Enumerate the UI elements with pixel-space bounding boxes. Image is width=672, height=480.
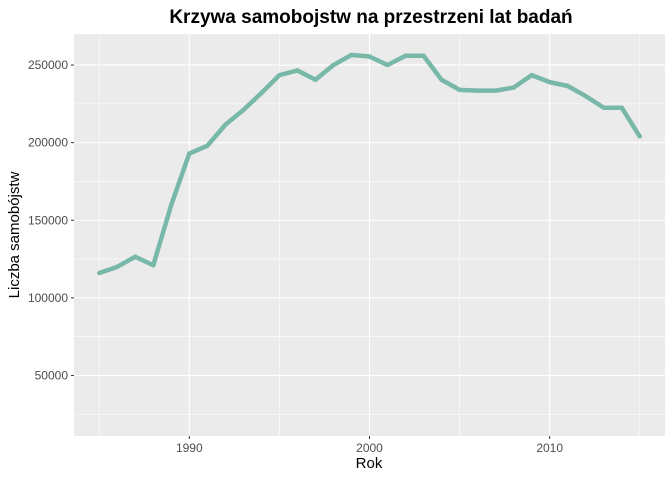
data-point [187,151,192,156]
data-point [583,93,588,99]
data-point [619,105,624,110]
major-gridlines [74,34,665,436]
y-axis: 50000 100000 150000 200000 250000 [28,58,74,382]
data-point [115,264,120,270]
data-point [601,105,606,110]
y-tick-label: 250000 [28,58,68,72]
y-axis-label: Liczba samobójstw [6,171,23,298]
data-point [133,254,138,259]
data-point [457,87,462,93]
data-point [529,72,534,78]
data-point [475,88,480,93]
data-point [547,79,552,85]
x-tick-label: 2000 [356,441,383,455]
data-point [439,77,444,82]
data-point [349,52,354,58]
data-point [493,88,498,93]
data-point [277,72,282,78]
data-point [169,202,174,207]
x-tick-label: 2010 [536,441,563,455]
x-axis-label: Rok [356,455,383,472]
data-point [511,85,516,90]
data-point [637,134,642,139]
data-point [403,53,408,58]
data-point [223,122,228,128]
y-tick-label: 100000 [28,291,68,305]
data-point [367,54,372,59]
data-point [97,270,102,276]
chart-title: Krzywa samobojstw na przestrzeni lat bad… [169,7,572,28]
data-point [331,62,336,68]
series-group [97,52,642,276]
x-axis: 1990 2000 2010 [176,436,563,455]
data-point [421,53,426,58]
data-point [385,62,390,68]
data-point [241,107,246,113]
data-point [313,77,318,82]
x-tick-label: 1990 [176,441,203,455]
data-point [205,143,210,148]
y-tick-label: 50000 [35,368,69,382]
data-point [565,83,570,89]
data-point [295,68,300,73]
y-tick-label: 200000 [28,136,68,150]
y-tick-label: 150000 [28,213,68,227]
data-point [259,90,264,96]
data-point [151,263,156,268]
